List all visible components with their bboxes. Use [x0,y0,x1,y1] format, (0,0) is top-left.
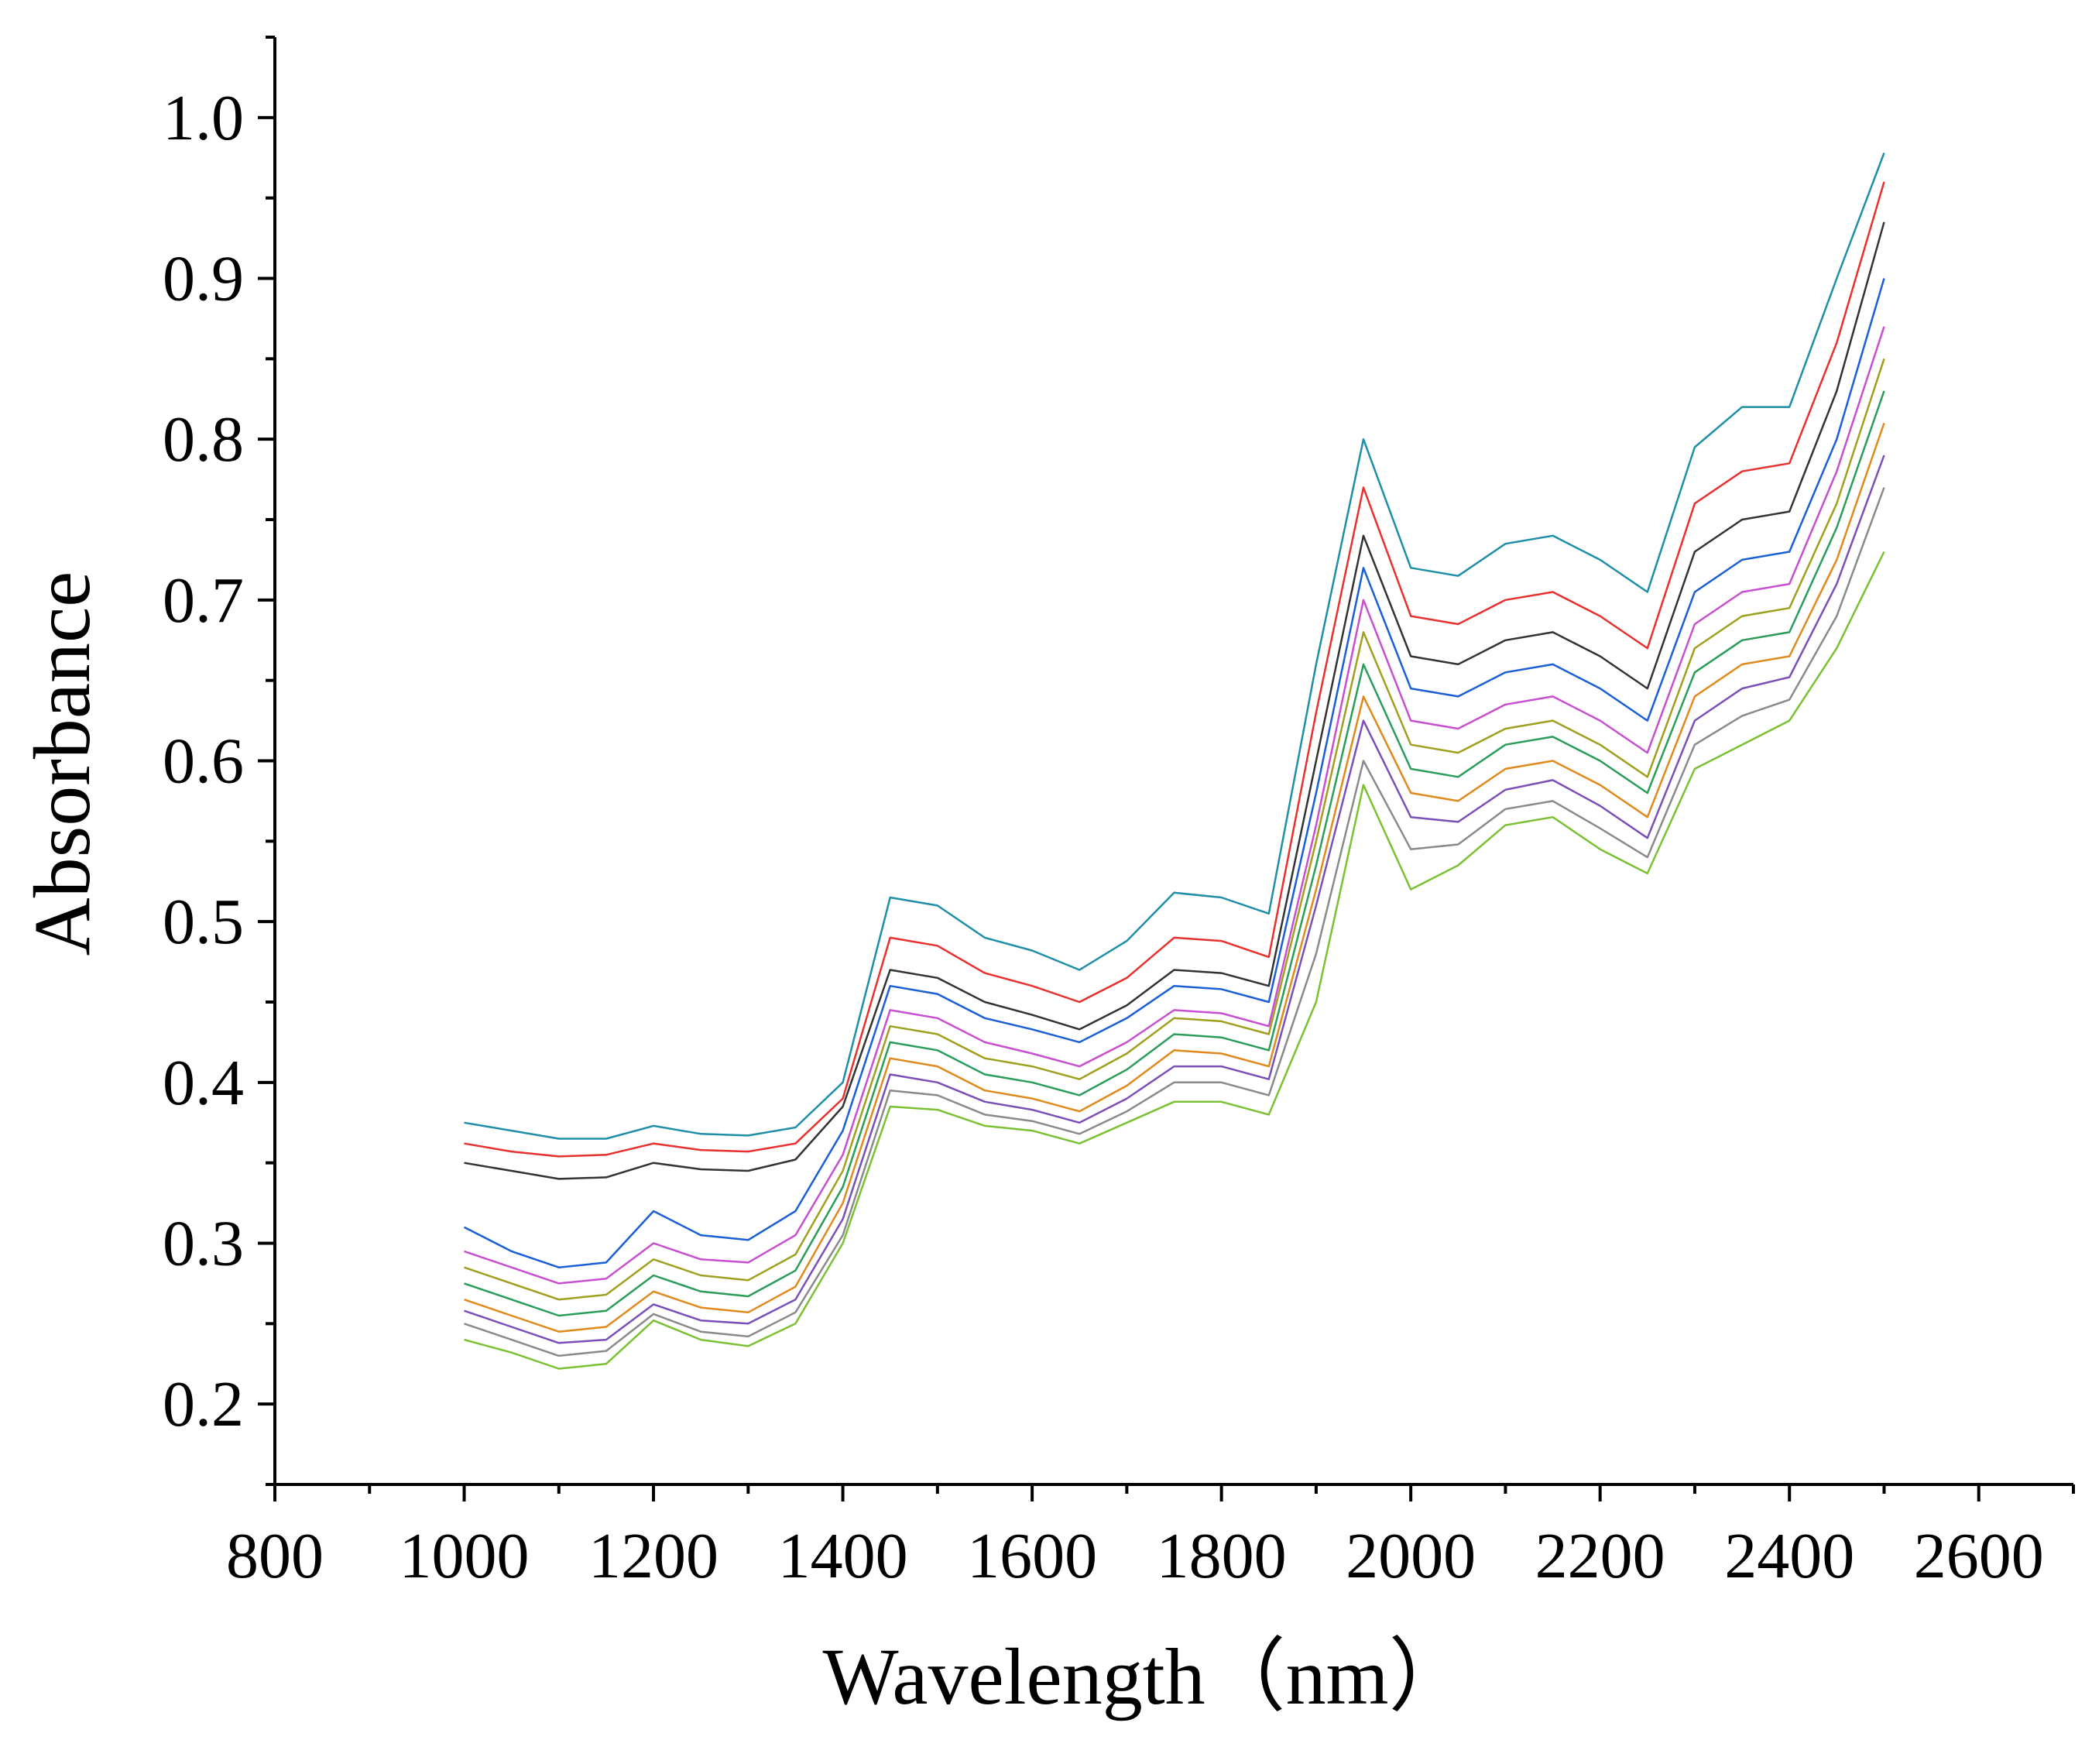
x-tick-label: 2200 [1535,1520,1665,1592]
y-tick-label: 0.9 [163,243,244,315]
x-tick-label: 1200 [588,1520,718,1592]
spectrum-line [464,422,1885,1333]
x-tick-label: 800 [226,1520,324,1592]
x-tick-label: 1800 [1157,1520,1287,1592]
x-tick-label: 2400 [1724,1520,1854,1592]
spectrum-line [464,153,1885,1140]
spectrum-line [464,221,1885,1180]
y-tick-label: 0.3 [163,1208,244,1280]
spectrum-line [464,181,1885,1158]
spectrum-line [464,551,1885,1370]
y-tick-label: 0.6 [163,726,244,798]
spectrum-line [464,487,1885,1357]
y-tick-label: 0.2 [163,1368,244,1440]
x-tick-label: 1600 [967,1520,1097,1592]
spectrum-line [464,358,1885,1301]
spectrum-line [464,455,1885,1344]
y-axis-title: Absorbance [18,571,107,956]
x-tick-label: 2600 [1914,1520,2044,1592]
y-tick-label: 0.7 [163,565,244,637]
x-tick-label: 2000 [1346,1520,1476,1592]
y-tick-label: 0.4 [163,1047,244,1119]
spectrum-line [464,326,1885,1285]
y-tick-label: 0.8 [163,403,244,475]
y-tick-label: 1.0 [163,82,244,154]
spectrum-line [463,278,1885,1268]
spectrum-line [464,390,1885,1317]
x-tick-label: 1000 [400,1520,530,1592]
x-axis-title: Wavelength（nm） [823,1632,1470,1721]
x-tick-label: 1400 [778,1520,908,1592]
y-tick-label: 0.5 [163,886,244,958]
